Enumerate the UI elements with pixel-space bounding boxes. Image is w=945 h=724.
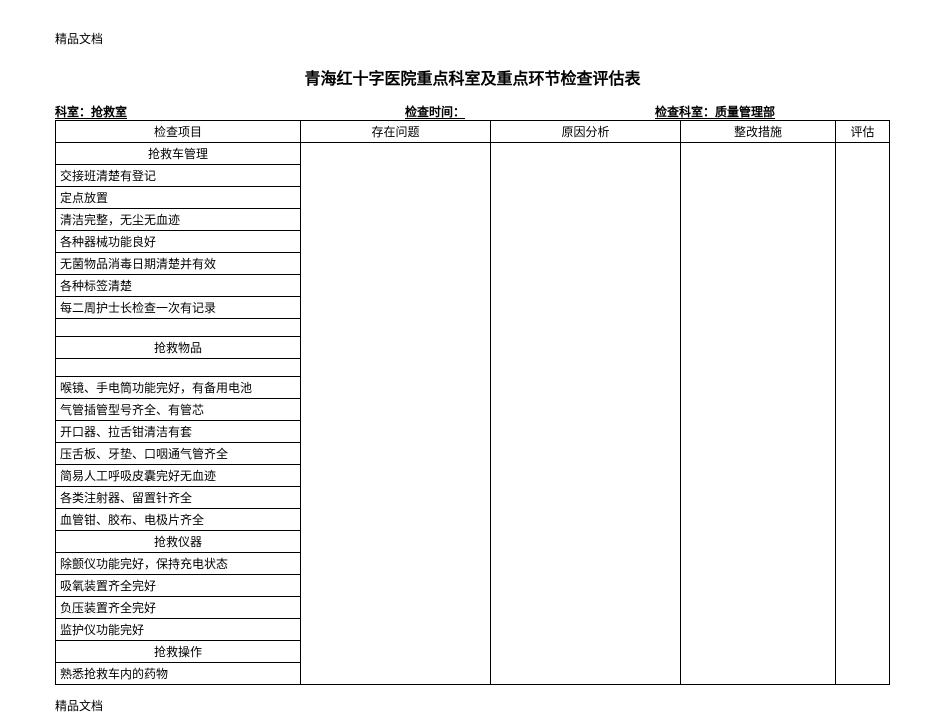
- item-cell: 负压装置齐全完好: [56, 597, 301, 619]
- col-header-item: 检查项目: [56, 121, 301, 143]
- meta-inspect-dept: 检查科室：质量管理部: [655, 103, 890, 120]
- item-cell: 定点放置: [56, 187, 301, 209]
- table-header-row: 检查项目 存在问题 原因分析 整改措施 评估: [56, 121, 890, 143]
- item-cell: 各种标签清楚: [56, 275, 301, 297]
- item-cell: [56, 319, 301, 337]
- item-cell: 吸氧装置齐全完好: [56, 575, 301, 597]
- cause-cell: [491, 143, 681, 685]
- meta-dept-value: 抢救室: [91, 105, 127, 119]
- item-cell: 除颤仪功能完好，保持充电状态: [56, 553, 301, 575]
- item-cell: 压舌板、牙垫、口咽通气管齐全: [56, 443, 301, 465]
- item-cell: 监护仪功能完好: [56, 619, 301, 641]
- item-cell: 各种器械功能良好: [56, 231, 301, 253]
- issue-cell: [301, 143, 491, 685]
- section-header-cell: 抢救车管理: [56, 143, 301, 165]
- item-cell: 开口器、拉舌钳清洁有套: [56, 421, 301, 443]
- section-header-cell: 抢救仪器: [56, 531, 301, 553]
- item-cell: 喉镜、手电筒功能完好，有备用电池: [56, 377, 301, 399]
- meta-inspect-dept-value: 质量管理部: [715, 105, 775, 119]
- evaluation-table: 检查项目 存在问题 原因分析 整改措施 评估 抢救车管理交接班清楚有登记定点放置…: [55, 120, 890, 685]
- item-cell: 血管钳、胶布、电极片齐全: [56, 509, 301, 531]
- item-cell: 气管插管型号齐全、有管芯: [56, 399, 301, 421]
- eval-cell: [836, 143, 890, 685]
- meta-inspect-dept-label: 检查科室：: [655, 105, 715, 119]
- col-header-cause: 原因分析: [491, 121, 681, 143]
- page-title: 青海红十字医院重点科室及重点环节检查评估表: [55, 65, 890, 89]
- footer-tag: 精品文档: [55, 697, 890, 714]
- col-header-issue: 存在问题: [301, 121, 491, 143]
- item-cell: 简易人工呼吸皮囊完好无血迹: [56, 465, 301, 487]
- item-cell: 无菌物品消毒日期清楚并有效: [56, 253, 301, 275]
- col-header-eval: 评估: [836, 121, 890, 143]
- section-header-cell: 抢救物品: [56, 337, 301, 359]
- document-page: 精品文档 青海红十字医院重点科室及重点环节检查评估表 科室：抢救室 检查时间： …: [0, 0, 945, 724]
- meta-department: 科室：抢救室: [55, 103, 405, 120]
- item-cell: 清洁完整，无尘无血迹: [56, 209, 301, 231]
- meta-inspect-time: 检查时间：: [405, 103, 655, 120]
- item-cell: 交接班清楚有登记: [56, 165, 301, 187]
- col-header-action: 整改措施: [681, 121, 836, 143]
- header-tag: 精品文档: [55, 30, 890, 47]
- item-cell: 每二周护士长检查一次有记录: [56, 297, 301, 319]
- section-header-cell: 抢救操作: [56, 641, 301, 663]
- item-cell: 熟悉抢救车内的药物: [56, 663, 301, 685]
- meta-row: 科室：抢救室 检查时间： 检查科室：质量管理部: [55, 103, 890, 120]
- item-cell: 各类注射器、留置针齐全: [56, 487, 301, 509]
- action-cell: [681, 143, 836, 685]
- meta-time-label: 检查时间：: [405, 105, 465, 119]
- section-header-row: 抢救车管理: [56, 143, 890, 165]
- meta-dept-label: 科室：: [55, 105, 91, 119]
- item-cell: [56, 359, 301, 377]
